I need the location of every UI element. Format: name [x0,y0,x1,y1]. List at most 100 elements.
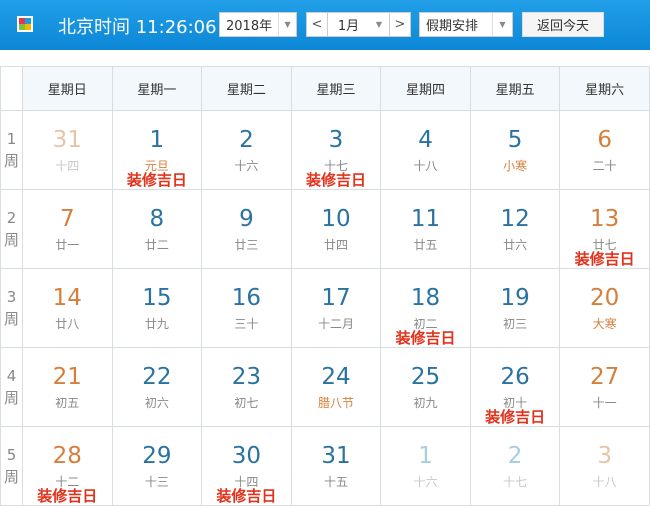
day-cell[interactable]: 24 腊八节 [290,347,382,427]
day-cell[interactable]: 14 廿八 [22,268,113,348]
day-number: 10 [321,206,351,232]
lunar-date: 廿五 [413,238,438,252]
day-cell[interactable]: 28 十二 装修吉日 [22,426,113,506]
day-number: 23 [231,364,262,390]
day-cell[interactable]: 31 十五 [290,426,382,506]
lunar-date: 廿四 [323,238,348,252]
lunar-date: 廿八 [55,317,80,331]
auspicious-day-tag: 装修吉日 [395,329,456,347]
day-number: 3 [328,127,344,153]
auspicious-day-tag: 装修吉日 [485,408,546,426]
day-cell[interactable]: 2 十六 [201,110,292,190]
weekday-header: 星期日 [22,66,113,111]
day-cell[interactable]: 5 小寒 [469,110,561,190]
day-number: 20 [590,285,620,311]
week-number-value: 4 [6,367,17,385]
day-cell[interactable]: 7 廿一 [22,189,113,269]
day-cell[interactable]: 16 三十 [201,268,292,348]
day-cell[interactable]: 11 廿五 [380,189,471,269]
month-value: 1月 [337,19,360,34]
day-number: 9 [239,206,254,232]
lunar-date: 三十 [234,317,259,331]
back-to-today-button[interactable]: 返回今天 [522,12,604,37]
lunar-date: 二十 [592,159,617,173]
lunar-date: 廿七 [592,238,617,252]
lunar-date: 十八 [413,159,438,173]
lunar-date: 十四 [234,475,259,489]
year-select[interactable]: 2018年 ▼ [219,12,297,37]
weekday-header: 星期四 [380,66,471,111]
day-cell[interactable]: 6 二十 [559,110,650,190]
lunar-date: 廿二 [144,238,169,252]
day-cell[interactable]: 20 大寒 [559,268,650,348]
day-cell[interactable]: 3 十八 [559,426,650,506]
week-label: 周 [3,231,19,249]
lunar-date: 元旦 [144,159,169,173]
auspicious-day-tag: 装修吉日 [37,487,98,505]
lunar-date: 腊八节 [317,396,354,410]
day-cell[interactable]: 9 廿三 [201,189,292,269]
lunar-date: 十二 [55,475,80,489]
auspicious-day-tag: 装修吉日 [216,487,277,505]
day-number: 3 [597,443,612,469]
day-number: 12 [500,206,530,232]
day-cell[interactable]: 29 十三 [111,426,203,506]
month-select[interactable]: 1月 ▼ [327,12,390,37]
day-number: 27 [590,364,620,390]
day-cell[interactable]: 1 十六 [380,426,471,506]
lunar-date: 十六 [234,159,259,173]
week-row: 4 周 21 初五 22 初六 23 初七 24 腊八节 25 初九 26 初十 装修吉日 27 十一 [0,347,650,427]
lunar-date: 十五 [323,475,348,489]
weekday-header: 星期一 [111,66,203,111]
day-cell[interactable]: 31 十四 [22,110,113,190]
lunar-date: 十八 [592,475,617,489]
week-column-header [0,66,23,111]
day-cell[interactable]: 17 十二月 [290,268,382,348]
day-cell[interactable]: 4 十八 [380,110,471,190]
day-cell[interactable]: 26 初十 装修吉日 [469,347,561,427]
day-cell[interactable]: 10 廿四 [290,189,382,269]
day-cell[interactable]: 21 初五 [22,347,113,427]
lunar-date: 十三 [144,475,169,489]
chevron-down-icon: ▼ [278,13,296,36]
calendar-logo-icon [17,16,33,32]
prev-month-button[interactable]: < [306,12,328,37]
day-cell[interactable]: 19 初三 [469,268,561,348]
calendar-grid: 星期日 星期一 星期二 星期三 星期四 星期五 星期六 1 周 31 十四 1 元旦 装修吉日 2 十六 3 十… [0,66,650,506]
lunar-date: 十七 [323,159,348,173]
day-cell[interactable]: 3 十七 装修吉日 [290,110,382,190]
next-month-button[interactable]: > [389,12,411,37]
day-cell[interactable]: 1 元旦 装修吉日 [111,110,203,190]
week-label: 周 [3,310,19,328]
day-cell[interactable]: 25 初九 [380,347,471,427]
day-cell[interactable]: 2 十七 [469,426,561,506]
lunar-date: 初九 [413,396,438,410]
week-label: 周 [3,468,19,486]
lunar-date: 初六 [144,396,169,410]
lunar-date: 初二 [413,317,438,331]
day-number: 13 [590,206,620,232]
week-row: 2 周 7 廿一 8 廿二 9 廿三 10 廿四 11 廿五 12 廿六 13 廿七 装修吉日 [0,189,650,269]
day-cell[interactable]: 27 十一 [559,347,650,427]
day-number: 15 [142,285,172,311]
day-number: 26 [500,364,530,390]
week-label: 周 [3,152,19,170]
day-cell[interactable]: 15 廿九 [111,268,203,348]
week-number-value: 1 [6,130,17,148]
day-cell[interactable]: 8 廿二 [111,189,203,269]
day-cell[interactable]: 22 初六 [111,347,203,427]
header-bar: 北京时间 11:26:06 2018年 ▼ < 1月 ▼ > 假期安排 ▼ 返回今天 [0,0,650,50]
holiday-select[interactable]: 假期安排 ▼ [419,12,513,37]
day-number: 18 [410,285,441,311]
day-cell[interactable]: 12 廿六 [469,189,561,269]
lunar-date: 十四 [55,159,80,173]
lunar-date: 廿九 [144,317,169,331]
day-cell[interactable]: 18 初二 装修吉日 [380,268,471,348]
day-cell[interactable]: 30 十四 装修吉日 [201,426,292,506]
day-cell[interactable]: 13 廿七 装修吉日 [559,189,650,269]
week-number-value: 2 [6,209,17,227]
day-cell[interactable]: 23 初七 [201,347,292,427]
